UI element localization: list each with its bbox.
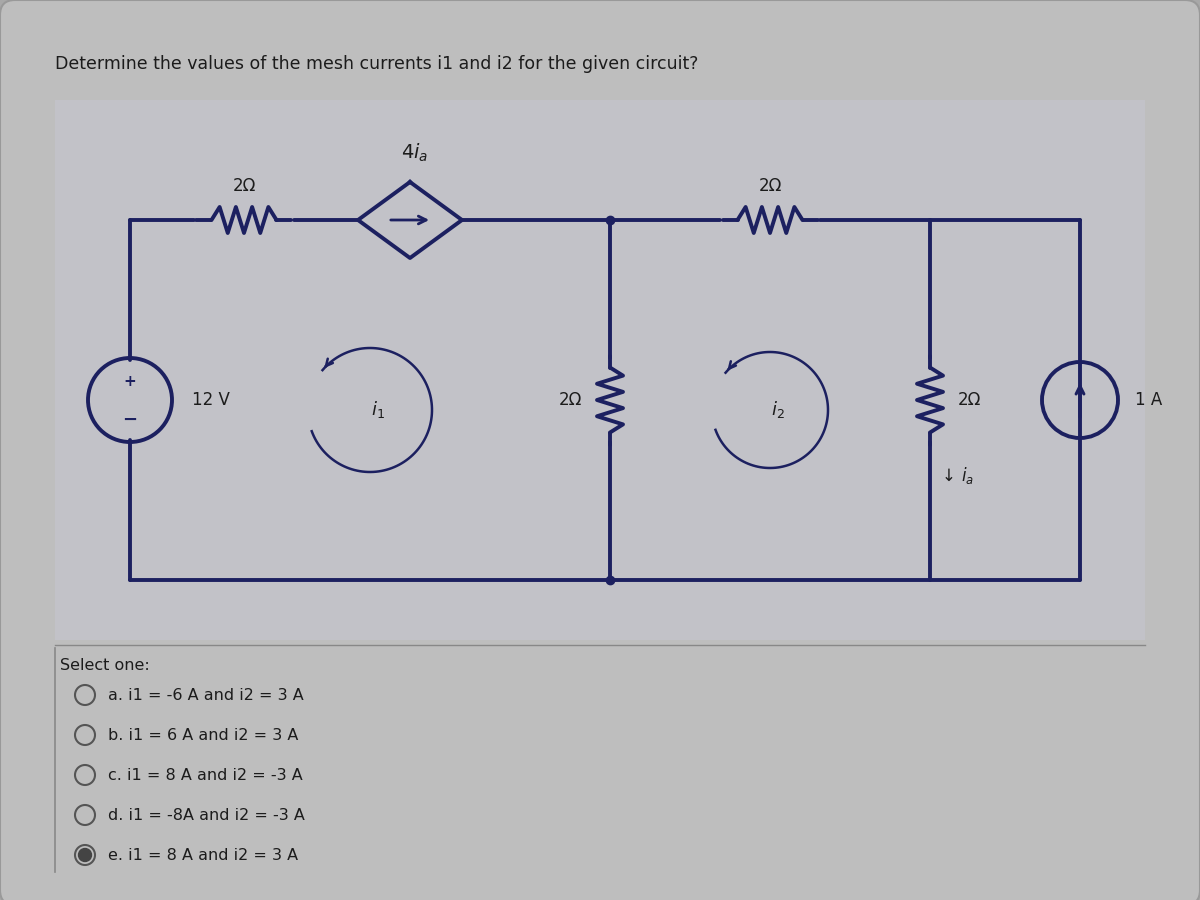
Text: −: − (122, 411, 138, 429)
Text: b. i1 = 6 A and i2 = 3 A: b. i1 = 6 A and i2 = 3 A (108, 727, 299, 742)
Circle shape (78, 849, 91, 861)
Text: $i_2$: $i_2$ (772, 400, 785, 420)
Text: 2Ω: 2Ω (233, 177, 256, 195)
Text: 12 V: 12 V (192, 391, 230, 409)
Text: d. i1 = -8A and i2 = -3 A: d. i1 = -8A and i2 = -3 A (108, 807, 305, 823)
Text: $\downarrow\,i_a$: $\downarrow\,i_a$ (938, 465, 974, 486)
Text: e. i1 = 8 A and i2 = 3 A: e. i1 = 8 A and i2 = 3 A (108, 848, 298, 862)
Text: 2Ω: 2Ω (559, 391, 582, 409)
Text: +: + (124, 374, 137, 390)
Text: 1 A: 1 A (1135, 391, 1163, 409)
Bar (55, 100, 1145, 640)
Text: Select one:: Select one: (60, 658, 150, 673)
Text: $4i_a$: $4i_a$ (401, 141, 428, 164)
Text: c. i1 = 8 A and i2 = -3 A: c. i1 = 8 A and i2 = -3 A (108, 768, 302, 782)
Text: 2Ω: 2Ω (758, 177, 781, 195)
Text: Determine the values of the mesh currents i1 and i2 for the given circuit?: Determine the values of the mesh current… (55, 55, 698, 73)
Text: $i_1$: $i_1$ (371, 400, 385, 420)
Text: a. i1 = -6 A and i2 = 3 A: a. i1 = -6 A and i2 = 3 A (108, 688, 304, 703)
Text: 2Ω: 2Ω (958, 391, 982, 409)
